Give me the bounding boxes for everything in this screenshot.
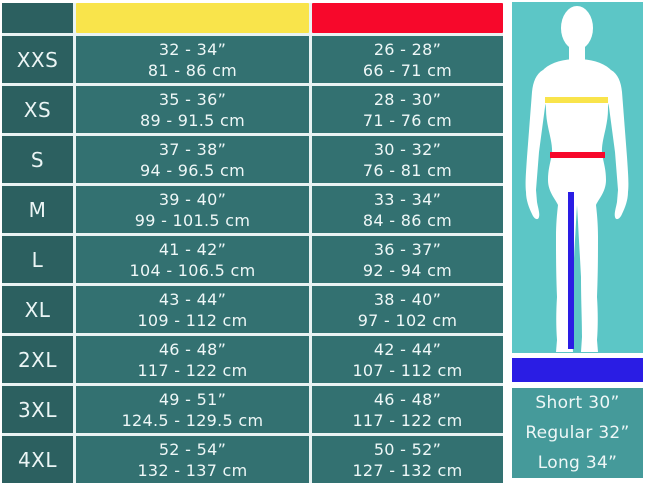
chest-cell: 41 - 42” 104 - 106.5 cm (76, 236, 309, 283)
chest-cm: 89 - 91.5 cm (140, 110, 245, 130)
chest-cm: 117 - 122 cm (137, 360, 248, 380)
waist-inches: 33 - 34” (373, 189, 442, 209)
chest-inches: 37 - 38” (158, 139, 227, 159)
waist-inches: 28 - 30” (373, 89, 442, 109)
chest-cell: 43 - 44” 109 - 112 cm (76, 286, 309, 333)
chest-cell: 32 - 34” 81 - 86 cm (76, 36, 309, 83)
chest-cm: 124.5 - 129.5 cm (121, 410, 264, 430)
chest-cell: 35 - 36” 89 - 91.5 cm (76, 86, 309, 133)
measurement-guide-panel: Short 30” Regular 32” Long 34” (512, 2, 643, 478)
waist-cell: 33 - 34” 84 - 86 cm (312, 186, 503, 233)
waist-cell: 28 - 30” 71 - 76 cm (312, 86, 503, 133)
waist-inches: 42 - 44” (373, 339, 442, 359)
waist-inches: 50 - 52” (373, 439, 442, 459)
chest-cell: 49 - 51” 124.5 - 129.5 cm (76, 386, 309, 433)
chest-cm: 99 - 101.5 cm (134, 210, 251, 230)
chest-inches: 32 - 34” (158, 39, 227, 59)
waist-cm: 97 - 102 cm (357, 310, 458, 330)
chest-color-swatch-icon (76, 3, 309, 33)
chest-inches: 52 - 54” (158, 439, 227, 459)
size-label: XS (2, 86, 73, 133)
size-label: L (2, 236, 73, 283)
waist-inches: 46 - 48” (373, 389, 442, 409)
chest-cell: 46 - 48” 117 - 122 cm (76, 336, 309, 383)
waist-inches: 38 - 40” (373, 289, 442, 309)
size-chart-table: XXS 32 - 34” 81 - 86 cm 26 - 28” 66 - 71… (2, 3, 503, 483)
chest-inches: 41 - 42” (158, 239, 227, 259)
chest-cell: 37 - 38” 94 - 96.5 cm (76, 136, 309, 183)
inseam-color-swatch-icon (512, 358, 643, 382)
size-label: M (2, 186, 73, 233)
inseam-measure-line (568, 192, 574, 349)
waist-measure-line (550, 152, 605, 158)
chest-inches: 43 - 44” (158, 289, 227, 309)
waist-cell: 30 - 32” 76 - 81 cm (312, 136, 503, 183)
size-label: 4XL (2, 436, 73, 483)
waist-cm: 76 - 81 cm (362, 160, 453, 180)
size-label: XL (2, 286, 73, 333)
waist-cm: 84 - 86 cm (362, 210, 453, 230)
waist-inches: 30 - 32” (373, 139, 442, 159)
inseam-short: Short 30” (535, 393, 620, 413)
body-measurement-diagram (512, 2, 643, 353)
chest-cm: 94 - 96.5 cm (140, 160, 245, 180)
waist-cm: 117 - 122 cm (352, 410, 463, 430)
chest-inches: 46 - 48” (158, 339, 227, 359)
waist-cm: 107 - 112 cm (352, 360, 463, 380)
chest-cell: 39 - 40” 99 - 101.5 cm (76, 186, 309, 233)
waist-cm: 92 - 94 cm (362, 260, 453, 280)
waist-cell: 26 - 28” 66 - 71 cm (312, 36, 503, 83)
chest-cell: 52 - 54” 132 - 137 cm (76, 436, 309, 483)
waist-cell: 50 - 52” 127 - 132 cm (312, 436, 503, 483)
human-figure-icon (525, 6, 629, 352)
chest-cm: 81 - 86 cm (147, 60, 238, 80)
inseam-length-panel: Short 30” Regular 32” Long 34” (512, 388, 643, 478)
size-label: 3XL (2, 386, 73, 433)
chest-inches: 39 - 40” (158, 189, 227, 209)
waist-cm: 127 - 132 cm (352, 460, 463, 480)
chest-cm: 109 - 112 cm (137, 310, 248, 330)
waist-cm: 66 - 71 cm (362, 60, 453, 80)
chest-cm: 132 - 137 cm (137, 460, 248, 480)
table-header-corner (2, 3, 73, 33)
chest-measure-line (545, 97, 608, 103)
size-label: XXS (2, 36, 73, 83)
waist-cell: 38 - 40” 97 - 102 cm (312, 286, 503, 333)
waist-inches: 36 - 37” (373, 239, 442, 259)
waist-inches: 26 - 28” (373, 39, 442, 59)
size-label: S (2, 136, 73, 183)
waist-cell: 36 - 37” 92 - 94 cm (312, 236, 503, 283)
waist-cell: 42 - 44” 107 - 112 cm (312, 336, 503, 383)
chest-inches: 35 - 36” (158, 89, 227, 109)
inseam-regular: Regular 32” (525, 423, 630, 443)
size-label: 2XL (2, 336, 73, 383)
waist-cm: 71 - 76 cm (362, 110, 453, 130)
chest-inches: 49 - 51” (158, 389, 227, 409)
inseam-long: Long 34” (537, 453, 618, 473)
waist-cell: 46 - 48” 117 - 122 cm (312, 386, 503, 433)
waist-color-swatch-icon (312, 3, 503, 33)
chest-cm: 104 - 106.5 cm (129, 260, 256, 280)
